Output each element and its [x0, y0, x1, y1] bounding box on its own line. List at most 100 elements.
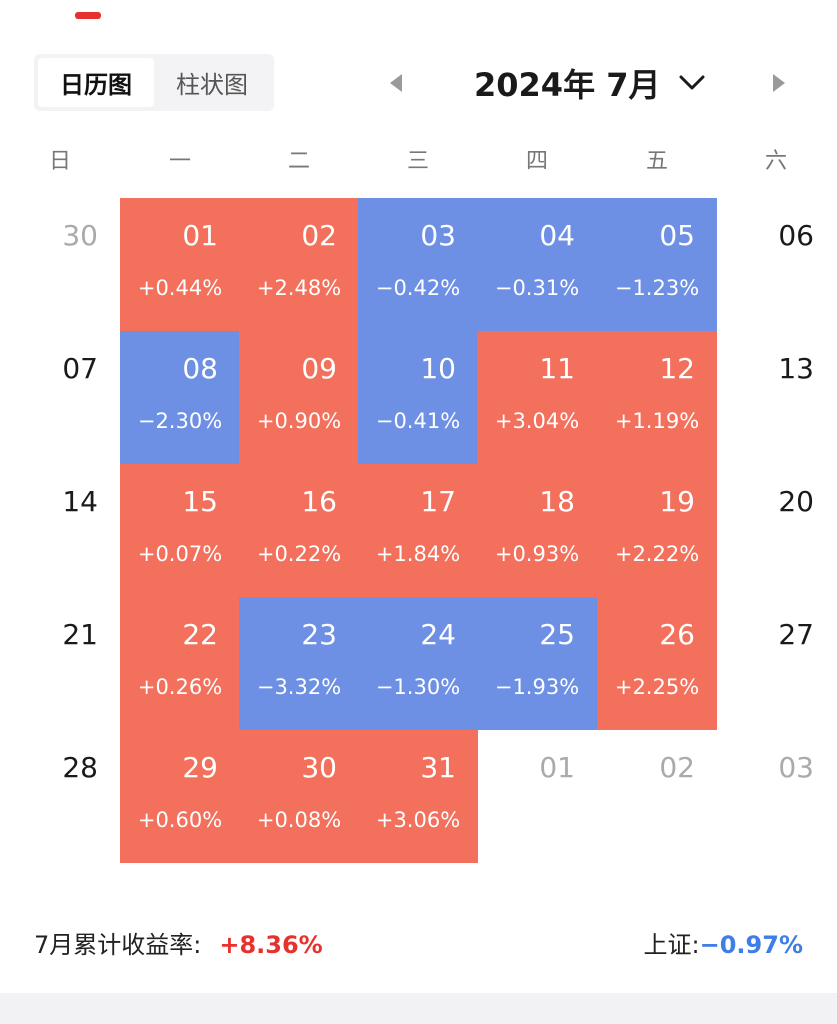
- day-number: 01: [182, 219, 218, 252]
- day-number: 18: [539, 485, 575, 518]
- day-return: −2.30%: [137, 409, 223, 433]
- calendar-day-cell[interactable]: 26 +2.25%: [597, 597, 717, 730]
- day-number: 29: [182, 751, 218, 784]
- calendar-day-cell[interactable]: 20: [716, 464, 836, 597]
- calendar-day-cell[interactable]: 21: [0, 597, 120, 730]
- day-return: −3.32%: [256, 675, 342, 699]
- day-return: −1.23%: [614, 276, 700, 300]
- day-number: 12: [659, 352, 695, 385]
- day-number: 03: [778, 751, 814, 784]
- day-number: 26: [659, 618, 695, 651]
- calendar-day-cell[interactable]: 03 −0.42%: [358, 198, 478, 331]
- calendar-day-cell[interactable]: 02: [597, 730, 717, 863]
- calendar-day-cell[interactable]: 23 −3.32%: [239, 597, 359, 730]
- calendar-day-cell[interactable]: 24 −1.30%: [358, 597, 478, 730]
- calendar-day-cell[interactable]: 01: [477, 730, 597, 863]
- calendar-day-cell[interactable]: 02 +2.48%: [239, 198, 359, 331]
- calendar-day-cell[interactable]: 27: [716, 597, 836, 730]
- calendar-day-cell[interactable]: 16 +0.22%: [239, 464, 359, 597]
- day-number: 09: [301, 352, 337, 385]
- top-tab-indicator: [75, 12, 101, 19]
- day-number: 23: [301, 618, 337, 651]
- weekday-label: 一: [168, 149, 191, 174]
- day-return: +0.22%: [256, 542, 342, 566]
- calendar-day-cell[interactable]: 28: [0, 730, 120, 863]
- view-toggle: 日历图 柱状图: [34, 54, 274, 111]
- day-return: +3.04%: [494, 409, 580, 433]
- day-return: +1.19%: [614, 409, 700, 433]
- day-return: +0.08%: [256, 808, 342, 832]
- calendar-day-cell[interactable]: 12 +1.19%: [597, 331, 717, 464]
- day-number: 02: [301, 219, 337, 252]
- calendar-view-button[interactable]: 日历图: [38, 58, 154, 107]
- previous-month-button[interactable]: [381, 70, 411, 96]
- caret-right-icon: [773, 74, 785, 92]
- calendar-day-cell[interactable]: 01 +0.44%: [120, 198, 240, 331]
- caret-left-icon: [390, 74, 402, 92]
- day-return: +0.26%: [137, 675, 223, 699]
- day-number: 22: [182, 618, 218, 651]
- calendar-day-cell[interactable]: 30 +0.08%: [239, 730, 359, 863]
- calendar-day-cell[interactable]: 18 +0.93%: [477, 464, 597, 597]
- calendar-day-cell[interactable]: 08 −2.30%: [120, 331, 240, 464]
- weekday-label: 四: [525, 149, 548, 174]
- day-return: +0.07%: [137, 542, 223, 566]
- calendar-day-cell[interactable]: 11 +3.04%: [477, 331, 597, 464]
- calendar-day-cell[interactable]: 31 +3.06%: [358, 730, 478, 863]
- day-number: 27: [778, 618, 814, 651]
- next-month-button[interactable]: [764, 70, 794, 96]
- calendar-day-cell[interactable]: 29 +0.60%: [120, 730, 240, 863]
- weekday-label: 六: [764, 149, 787, 174]
- calendar-day-cell[interactable]: 13: [716, 331, 836, 464]
- weekday-label: 三: [406, 149, 429, 174]
- month-selector[interactable]: 2024年 7月: [474, 60, 706, 106]
- day-number: 19: [659, 485, 695, 518]
- day-number: 02: [659, 751, 695, 784]
- chevron-down-icon: [678, 74, 706, 92]
- day-return: −0.42%: [375, 276, 461, 300]
- calendar-day-cell[interactable]: 19 +2.22%: [597, 464, 717, 597]
- day-number: 08: [182, 352, 218, 385]
- day-number: 16: [301, 485, 337, 518]
- calendar-day-cell[interactable]: 25 −1.93%: [477, 597, 597, 730]
- day-return: −0.41%: [375, 409, 461, 433]
- calendar-day-cell[interactable]: 09 +0.90%: [239, 331, 359, 464]
- day-number: 15: [182, 485, 218, 518]
- day-number: 06: [778, 219, 814, 252]
- day-number: 25: [539, 618, 575, 651]
- day-number: 14: [62, 485, 98, 518]
- day-return: +0.90%: [256, 409, 342, 433]
- day-number: 24: [420, 618, 456, 651]
- day-return: +1.84%: [375, 542, 461, 566]
- calendar-day-cell[interactable]: 17 +1.84%: [358, 464, 478, 597]
- calendar-day-cell[interactable]: 07: [0, 331, 120, 464]
- weekday-label: 日: [48, 149, 71, 174]
- calendar-day-cell[interactable]: 10 −0.41%: [358, 331, 478, 464]
- weekday-label: 五: [645, 149, 668, 174]
- day-number: 20: [778, 485, 814, 518]
- calendar-day-cell[interactable]: 05 −1.23%: [597, 198, 717, 331]
- calendar-day-cell[interactable]: 06: [716, 198, 836, 331]
- day-number: 10: [420, 352, 456, 385]
- day-number: 17: [420, 485, 456, 518]
- bar-chart-view-button[interactable]: 柱状图: [176, 71, 248, 99]
- day-number: 07: [62, 352, 98, 385]
- day-number: 31: [420, 751, 456, 784]
- day-return: −0.31%: [494, 276, 580, 300]
- day-number: 11: [539, 352, 575, 385]
- day-return: +0.93%: [494, 542, 580, 566]
- calendar-day-cell[interactable]: 15 +0.07%: [120, 464, 240, 597]
- day-return: +3.06%: [375, 808, 461, 832]
- day-return: +2.48%: [256, 276, 342, 300]
- calendar-day-cell[interactable]: 03: [716, 730, 836, 863]
- index-return-label: 上证:: [643, 931, 700, 959]
- calendar-day-cell[interactable]: 14: [0, 464, 120, 597]
- day-return: +0.60%: [137, 808, 223, 832]
- day-number: 30: [62, 219, 98, 252]
- day-return: +2.25%: [614, 675, 700, 699]
- calendar-day-cell[interactable]: 30: [0, 198, 120, 331]
- day-number: 03: [420, 219, 456, 252]
- calendar-day-cell[interactable]: 22 +0.26%: [120, 597, 240, 730]
- weekday-label: 二: [287, 149, 310, 174]
- calendar-day-cell[interactable]: 04 −0.31%: [477, 198, 597, 331]
